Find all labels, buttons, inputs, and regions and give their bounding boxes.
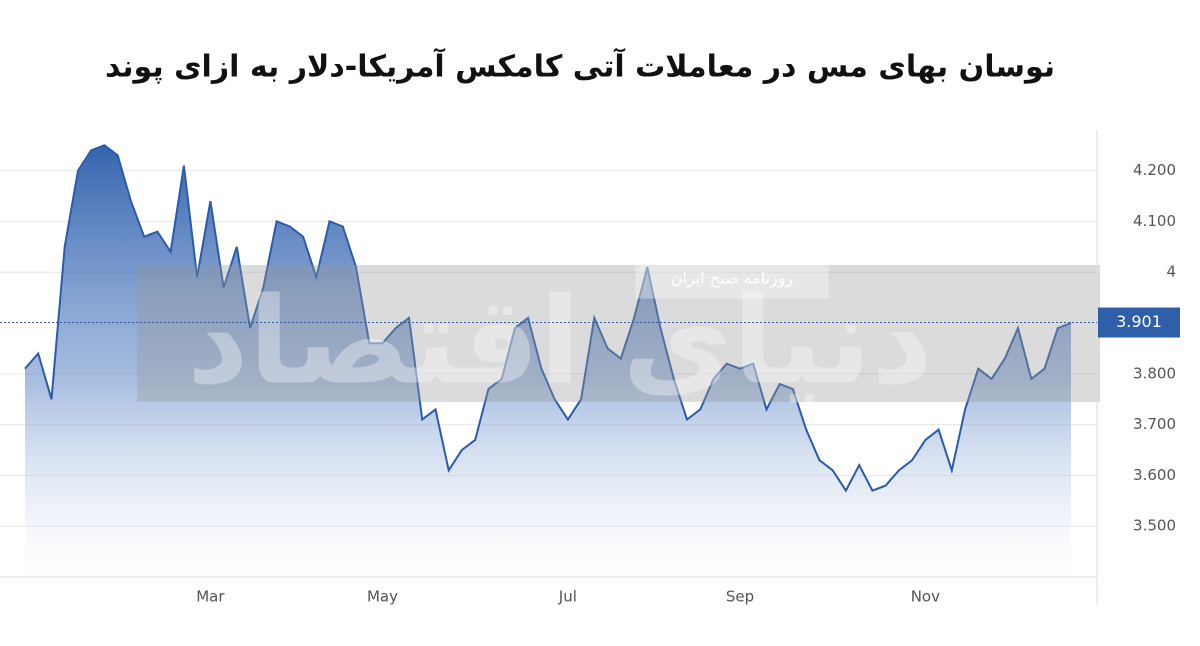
line: [24, 144, 1072, 493]
y-tick-label: 3.600: [1133, 466, 1176, 484]
y-tick-label: 3.800: [1133, 364, 1176, 382]
last-value-box: [1098, 307, 1180, 338]
watermark: روزنامه صبح ایران: [671, 269, 794, 289]
last-value-label: 3.901: [1116, 312, 1162, 331]
y-tick-label: 4.100: [1133, 212, 1176, 230]
y-tick-label: 4: [1166, 263, 1176, 281]
chart-title: نوسان بهای مس در معاملات آتی کامکس آمریک…: [105, 48, 1055, 85]
area: [25, 145, 1071, 577]
x-tick-label: Sep: [726, 588, 754, 606]
y-tick-label: 3.700: [1133, 415, 1176, 433]
x-tick-label: Jul: [558, 588, 577, 606]
plot: [0, 144, 1097, 577]
y-tick-label: 4.200: [1133, 161, 1176, 179]
x-tick-label: May: [367, 588, 398, 606]
y-tick-label: 3.500: [1133, 517, 1176, 535]
watermark-band: [137, 265, 1100, 402]
watermark-logo: دنیای اقتصاد: [187, 273, 933, 412]
watermark-box: [635, 257, 829, 299]
x-tick-label: Nov: [911, 588, 940, 606]
x-tick-label: Mar: [196, 588, 225, 606]
